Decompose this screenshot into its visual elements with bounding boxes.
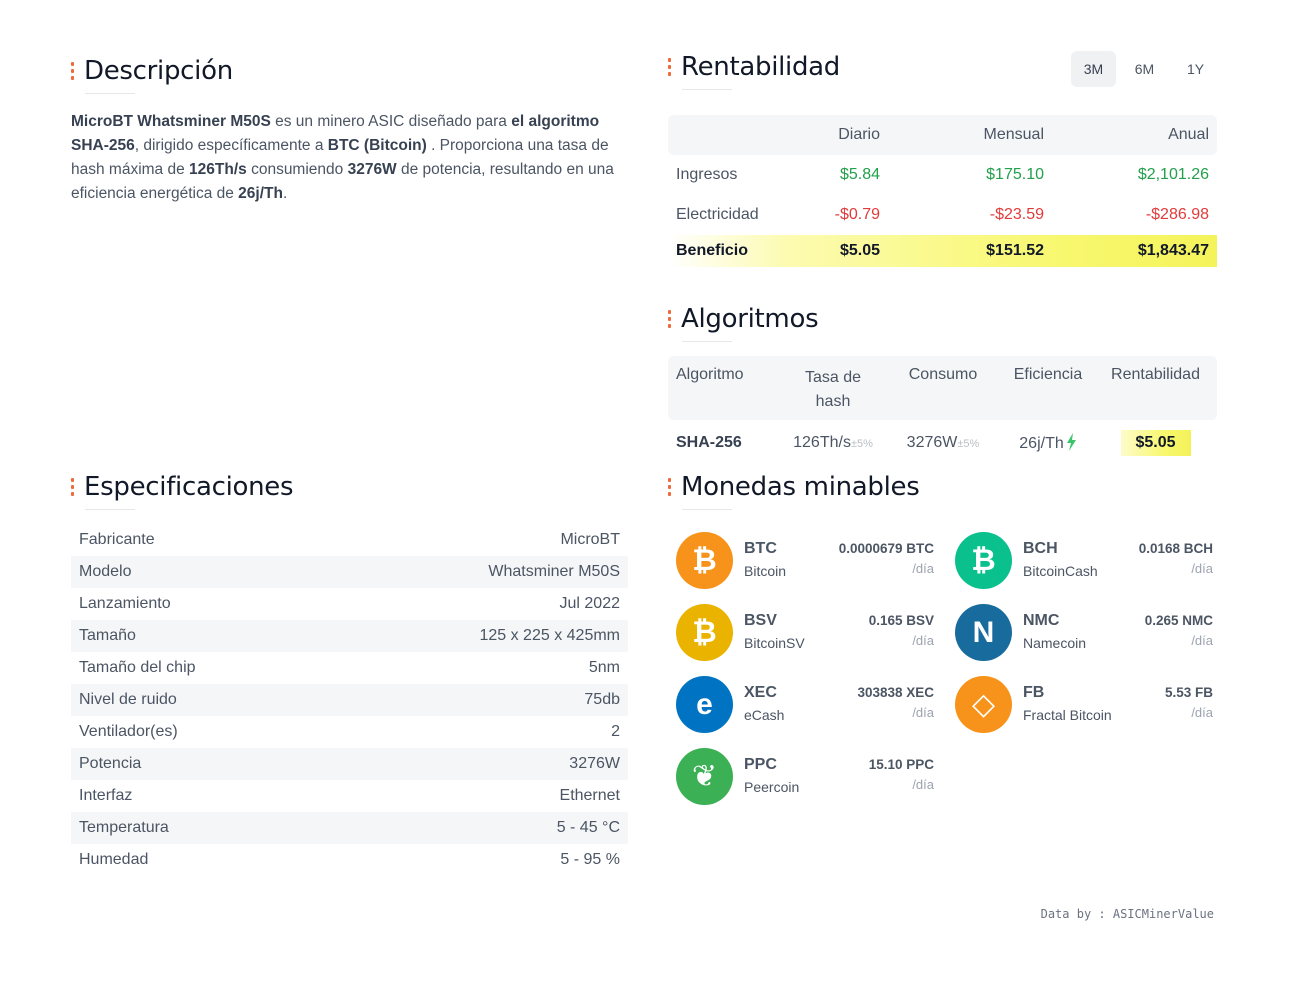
especificaciones-heading: Especificaciones xyxy=(71,472,294,510)
ingresos-row: Ingresos $5.84 $175.10 $2,101.26 xyxy=(676,166,1209,183)
bitcoin-sv-icon: ₿ xyxy=(676,604,733,661)
fractal-bitcoin-icon: ◇ xyxy=(955,676,1012,733)
section-marker-icon xyxy=(71,62,75,80)
namecoin-icon: N xyxy=(955,604,1012,661)
specs-table: Fabricante MicroBT Modelo Whatsminer M50S … xyxy=(71,524,628,876)
coin-item-fb[interactable]: ◇ FB Fractal Bitcoin 5.53 FB /día xyxy=(955,676,1217,736)
spec-row: Humedad 5 - 95 % xyxy=(79,851,620,868)
coin-item-btc[interactable]: ₿ BTC Bitcoin 0.0000679 BTC /día xyxy=(676,532,938,592)
section-marker-icon xyxy=(668,478,672,496)
table-header: Diario Mensual Anual xyxy=(668,115,1217,155)
spec-row: Lanzamiento Jul 2022 xyxy=(79,595,620,612)
coin-item-xec[interactable]: e XEC eCash 303838 XEC /día xyxy=(676,676,938,736)
spec-row: Fabricante MicroBT xyxy=(79,531,620,548)
algoritmos-title: Algoritmos xyxy=(681,304,819,334)
descripcion-heading: Descripción xyxy=(71,56,233,94)
table-row: SHA-256 126Th/s±5% 3276W±5% 26j/Th $5.05 xyxy=(668,420,1217,466)
spec-row: Potencia 3276W xyxy=(71,748,628,780)
peercoin-icon: ❦ xyxy=(676,748,733,805)
coin-item-bsv[interactable]: ₿ BSV BitcoinSV 0.165 BSV /día xyxy=(676,604,938,664)
lightning-icon xyxy=(1066,433,1076,451)
section-marker-icon xyxy=(668,58,672,76)
beneficio-row: Beneficio $5.05 $151.52 $1,843.47 xyxy=(668,235,1217,267)
bitcoin-cash-icon: ₿ xyxy=(955,532,1012,589)
ecash-icon: e xyxy=(676,676,733,733)
section-marker-icon xyxy=(668,310,672,328)
period-6m-button[interactable]: 6M xyxy=(1134,61,1155,77)
period-3m-button[interactable]: 3M xyxy=(1071,51,1116,87)
period-selector: 3M 6M 1Y xyxy=(1071,51,1218,87)
spec-row: Ventilador(es) 2 xyxy=(79,723,620,740)
descripcion-title: Descripción xyxy=(84,56,233,86)
rentabilidad-heading: Rentabilidad xyxy=(668,52,841,90)
coin-item-bch[interactable]: ₿ BCH BitcoinCash 0.0168 BCH /día xyxy=(955,532,1217,592)
coin-item-ppc[interactable]: ❦ PPC Peercoin 15.10 PPC /día xyxy=(676,748,938,808)
spec-row: Temperatura 5 - 45 °C xyxy=(71,812,628,844)
electricidad-row: Electricidad -$0.79 -$23.59 -$286.98 xyxy=(676,206,1209,223)
period-1y-button[interactable]: 1Y xyxy=(1186,61,1205,77)
bitcoin-icon: ₿ xyxy=(676,532,733,589)
section-marker-icon xyxy=(71,478,75,496)
algo-profit-badge: $5.05 xyxy=(1120,430,1191,456)
especificaciones-title: Especificaciones xyxy=(84,472,294,502)
spec-row: Modelo Whatsminer M50S xyxy=(71,556,628,588)
table-header: Algoritmo Tasa de hash Consumo Eficiencia… xyxy=(668,356,1217,420)
spec-row: Tamaño del chip 5nm xyxy=(79,659,620,676)
coin-item-nmc[interactable]: N NMC Namecoin 0.265 NMC /día xyxy=(955,604,1217,664)
data-credit-text: Data by : ASICMinerValue xyxy=(1040,907,1214,921)
rentabilidad-title: Rentabilidad xyxy=(681,52,841,82)
algoritmos-heading: Algoritmos xyxy=(668,304,819,342)
monedas-heading: Monedas minables xyxy=(668,472,920,510)
spec-row: Interfaz Ethernet xyxy=(79,787,620,804)
algoritmos-table: Algoritmo Tasa de hash Consumo Eficiencia… xyxy=(668,356,1217,466)
descripcion-text: MicroBT Whatsminer M50S es un minero ASI… xyxy=(71,113,614,202)
rentabilidad-table: Diario Mensual Anual Ingresos $5.84 $175… xyxy=(668,115,1217,267)
spec-row: Tamaño 125 x 225 x 425mm xyxy=(71,620,628,652)
spec-row: Nivel de ruido 75db xyxy=(71,684,628,716)
monedas-title: Monedas minables xyxy=(681,472,920,502)
